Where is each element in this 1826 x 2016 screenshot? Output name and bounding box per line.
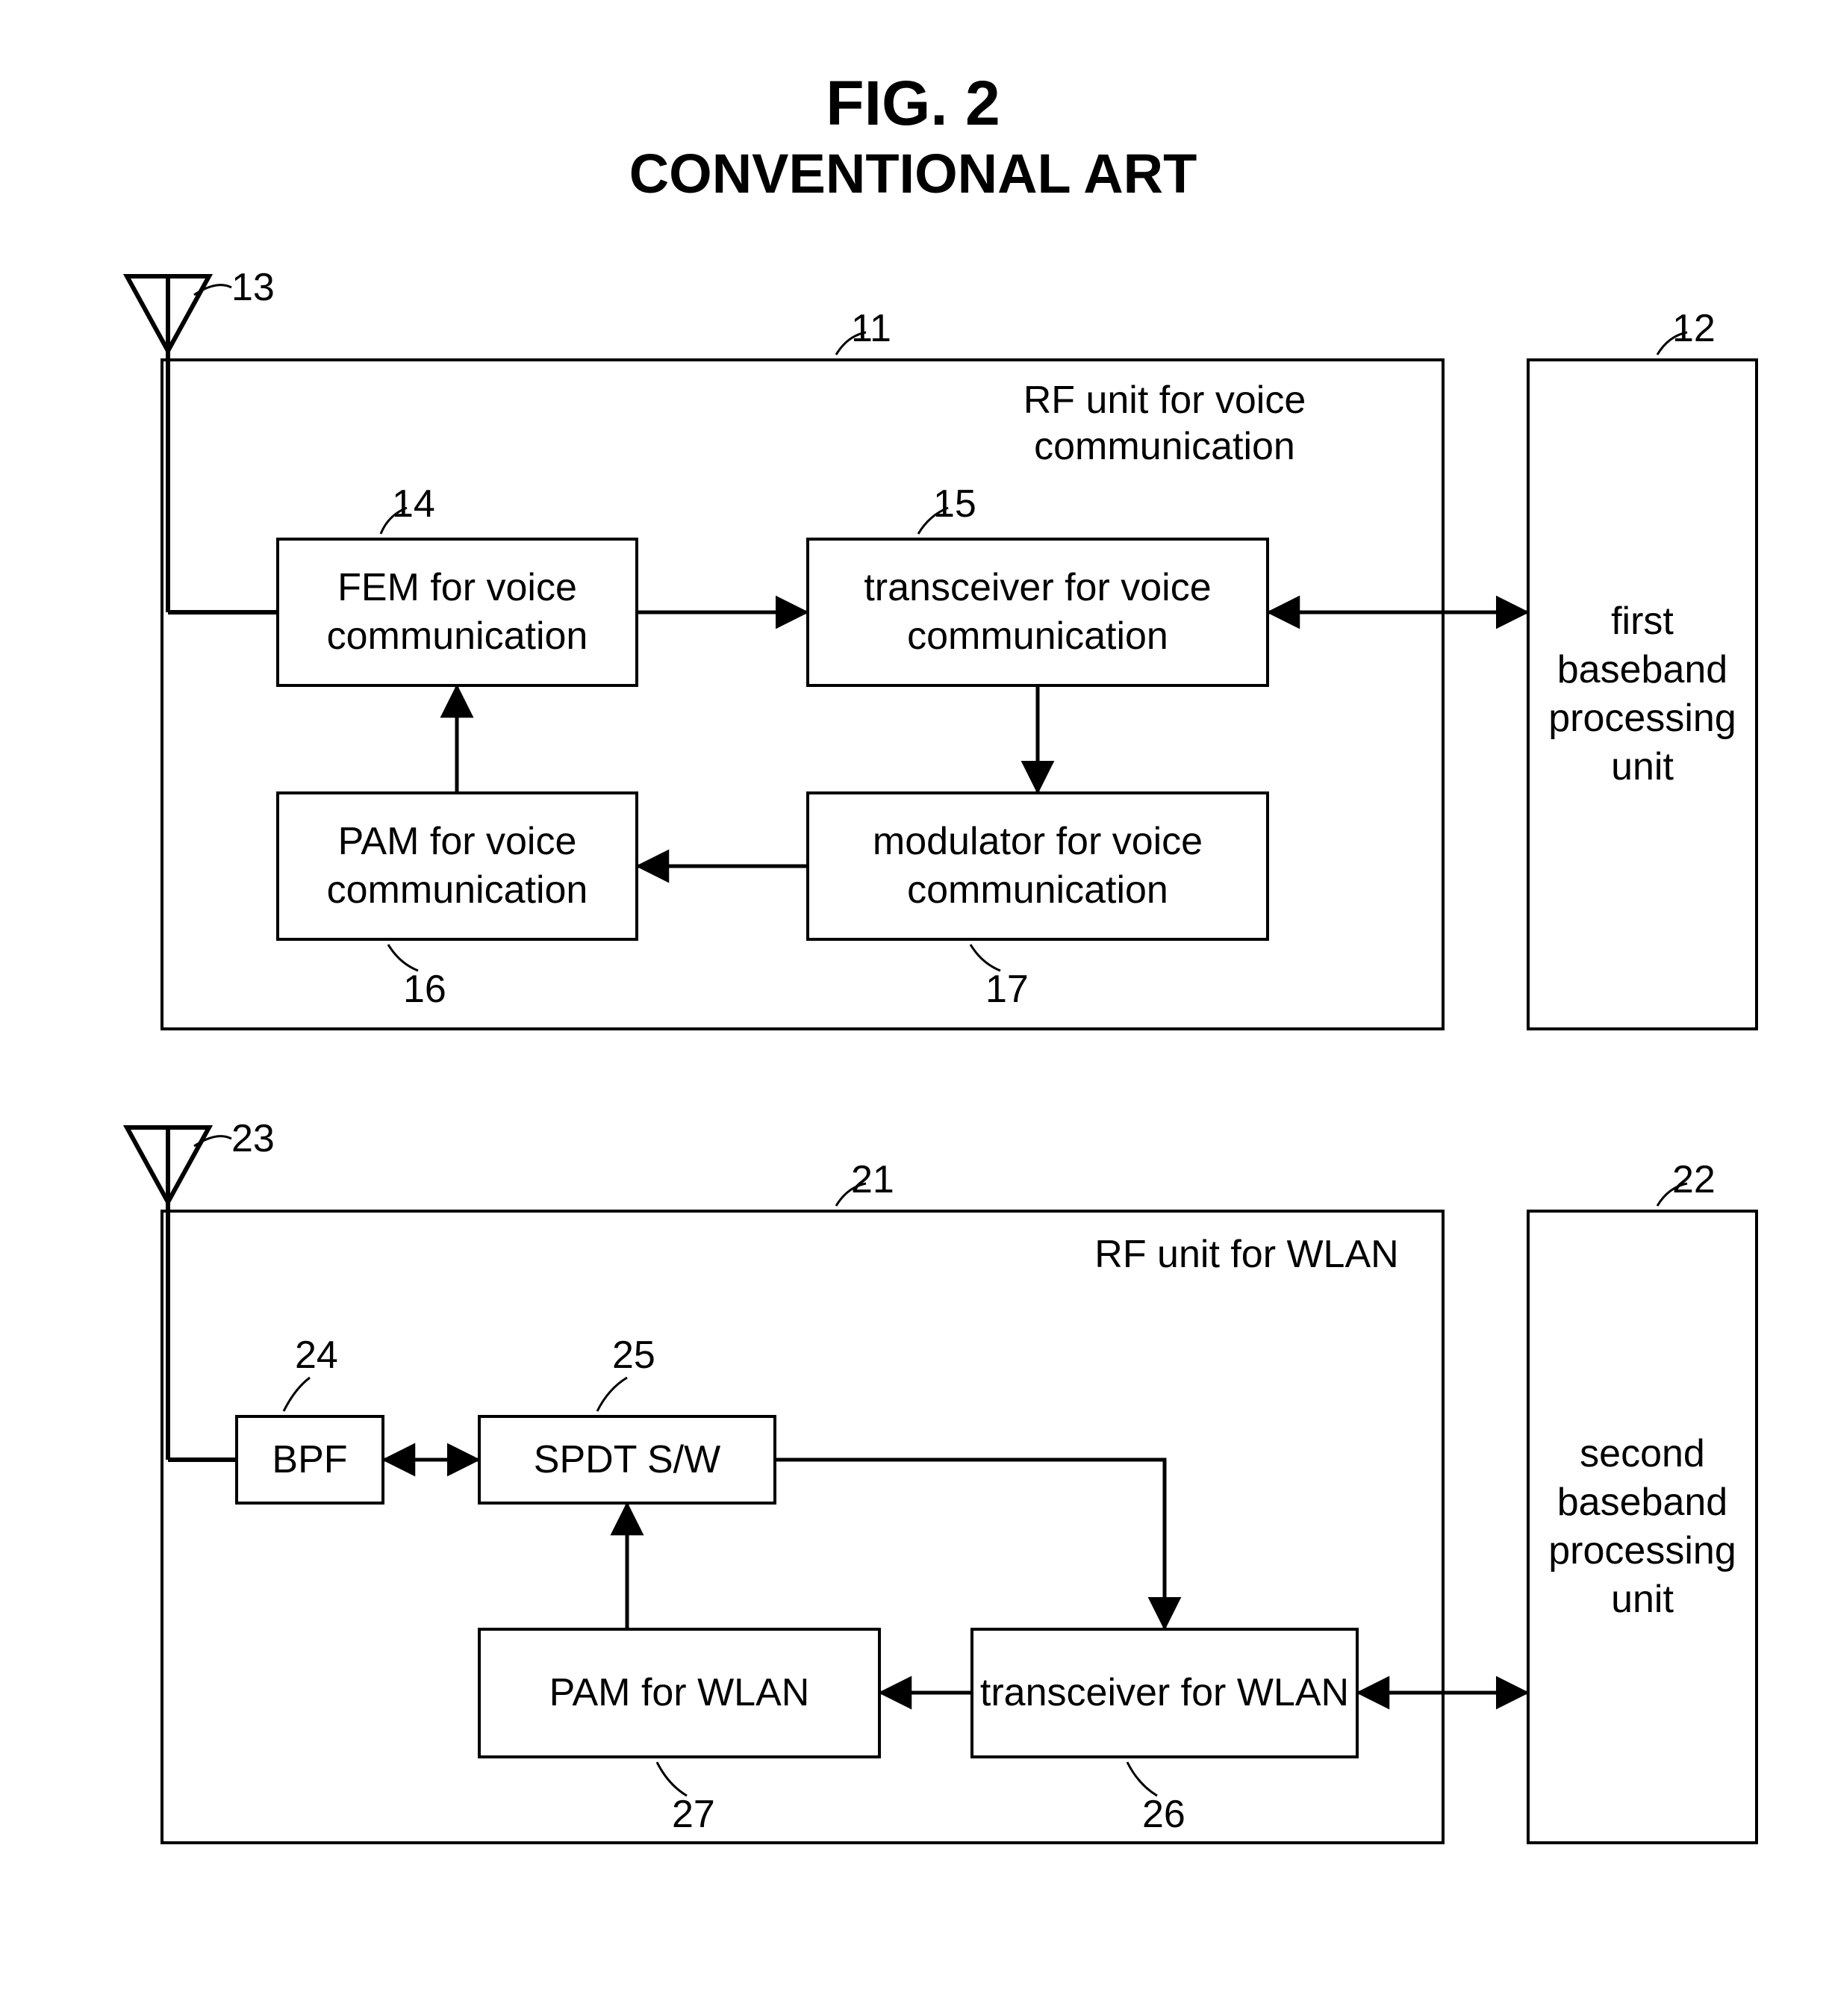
ref-23: 23 bbox=[231, 1116, 275, 1161]
pam-wlan-label: PAM for WLAN bbox=[481, 1631, 878, 1755]
diagram-canvas: FIG. 2 CONVENTIONAL ART RF unit for voic… bbox=[0, 0, 1826, 2016]
ref-16: 16 bbox=[403, 967, 446, 1012]
ref-14: 14 bbox=[392, 482, 435, 526]
ref-12: 12 bbox=[1672, 306, 1716, 351]
pam-wlan-block: PAM for WLAN bbox=[478, 1628, 881, 1758]
ref-25: 25 bbox=[612, 1333, 655, 1378]
modulator-block: modulator for voice communication bbox=[806, 791, 1269, 941]
ref-17: 17 bbox=[985, 967, 1029, 1012]
spdt-label: SPDT S/W bbox=[481, 1418, 773, 1502]
second-baseband-block: second baseband processing unit bbox=[1527, 1210, 1758, 1844]
pam-voice-label: PAM for voice communication bbox=[279, 794, 635, 938]
ref-24: 24 bbox=[295, 1333, 338, 1378]
ref-26: 26 bbox=[1142, 1792, 1185, 1837]
bpf-label: BPF bbox=[238, 1418, 381, 1502]
rf-wlan-title: RF unit for WLAN bbox=[1060, 1232, 1433, 1277]
ref-27: 27 bbox=[672, 1792, 715, 1837]
ref-11: 11 bbox=[851, 306, 891, 351]
figure-caption: CONVENTIONAL ART bbox=[0, 142, 1826, 205]
transceiver-wlan-block: transceiver for WLAN bbox=[970, 1628, 1359, 1758]
rf-voice-title: RF unit for voice communication bbox=[903, 377, 1426, 470]
pam-voice-block: PAM for voice communication bbox=[276, 791, 638, 941]
modulator-label: modulator for voice communication bbox=[809, 794, 1266, 938]
first-baseband-label: first baseband processing unit bbox=[1530, 361, 1755, 1027]
spdt-block: SPDT S/W bbox=[478, 1415, 776, 1505]
first-baseband-block: first baseband processing unit bbox=[1527, 358, 1758, 1030]
transceiver-wlan-label: transceiver for WLAN bbox=[973, 1631, 1356, 1755]
ref-22: 22 bbox=[1672, 1157, 1716, 1202]
figure-number: FIG. 2 bbox=[0, 67, 1826, 140]
transceiver-voice-label: transceiver for voice communication bbox=[809, 541, 1266, 684]
ref-21: 21 bbox=[851, 1157, 894, 1202]
second-baseband-label: second baseband processing unit bbox=[1530, 1213, 1755, 1841]
ref-13: 13 bbox=[231, 265, 275, 310]
fem-label: FEM for voice communication bbox=[279, 541, 635, 684]
transceiver-voice-block: transceiver for voice communication bbox=[806, 538, 1269, 687]
bpf-block: BPF bbox=[235, 1415, 384, 1505]
fem-block: FEM for voice communication bbox=[276, 538, 638, 687]
ref-15: 15 bbox=[933, 482, 976, 526]
